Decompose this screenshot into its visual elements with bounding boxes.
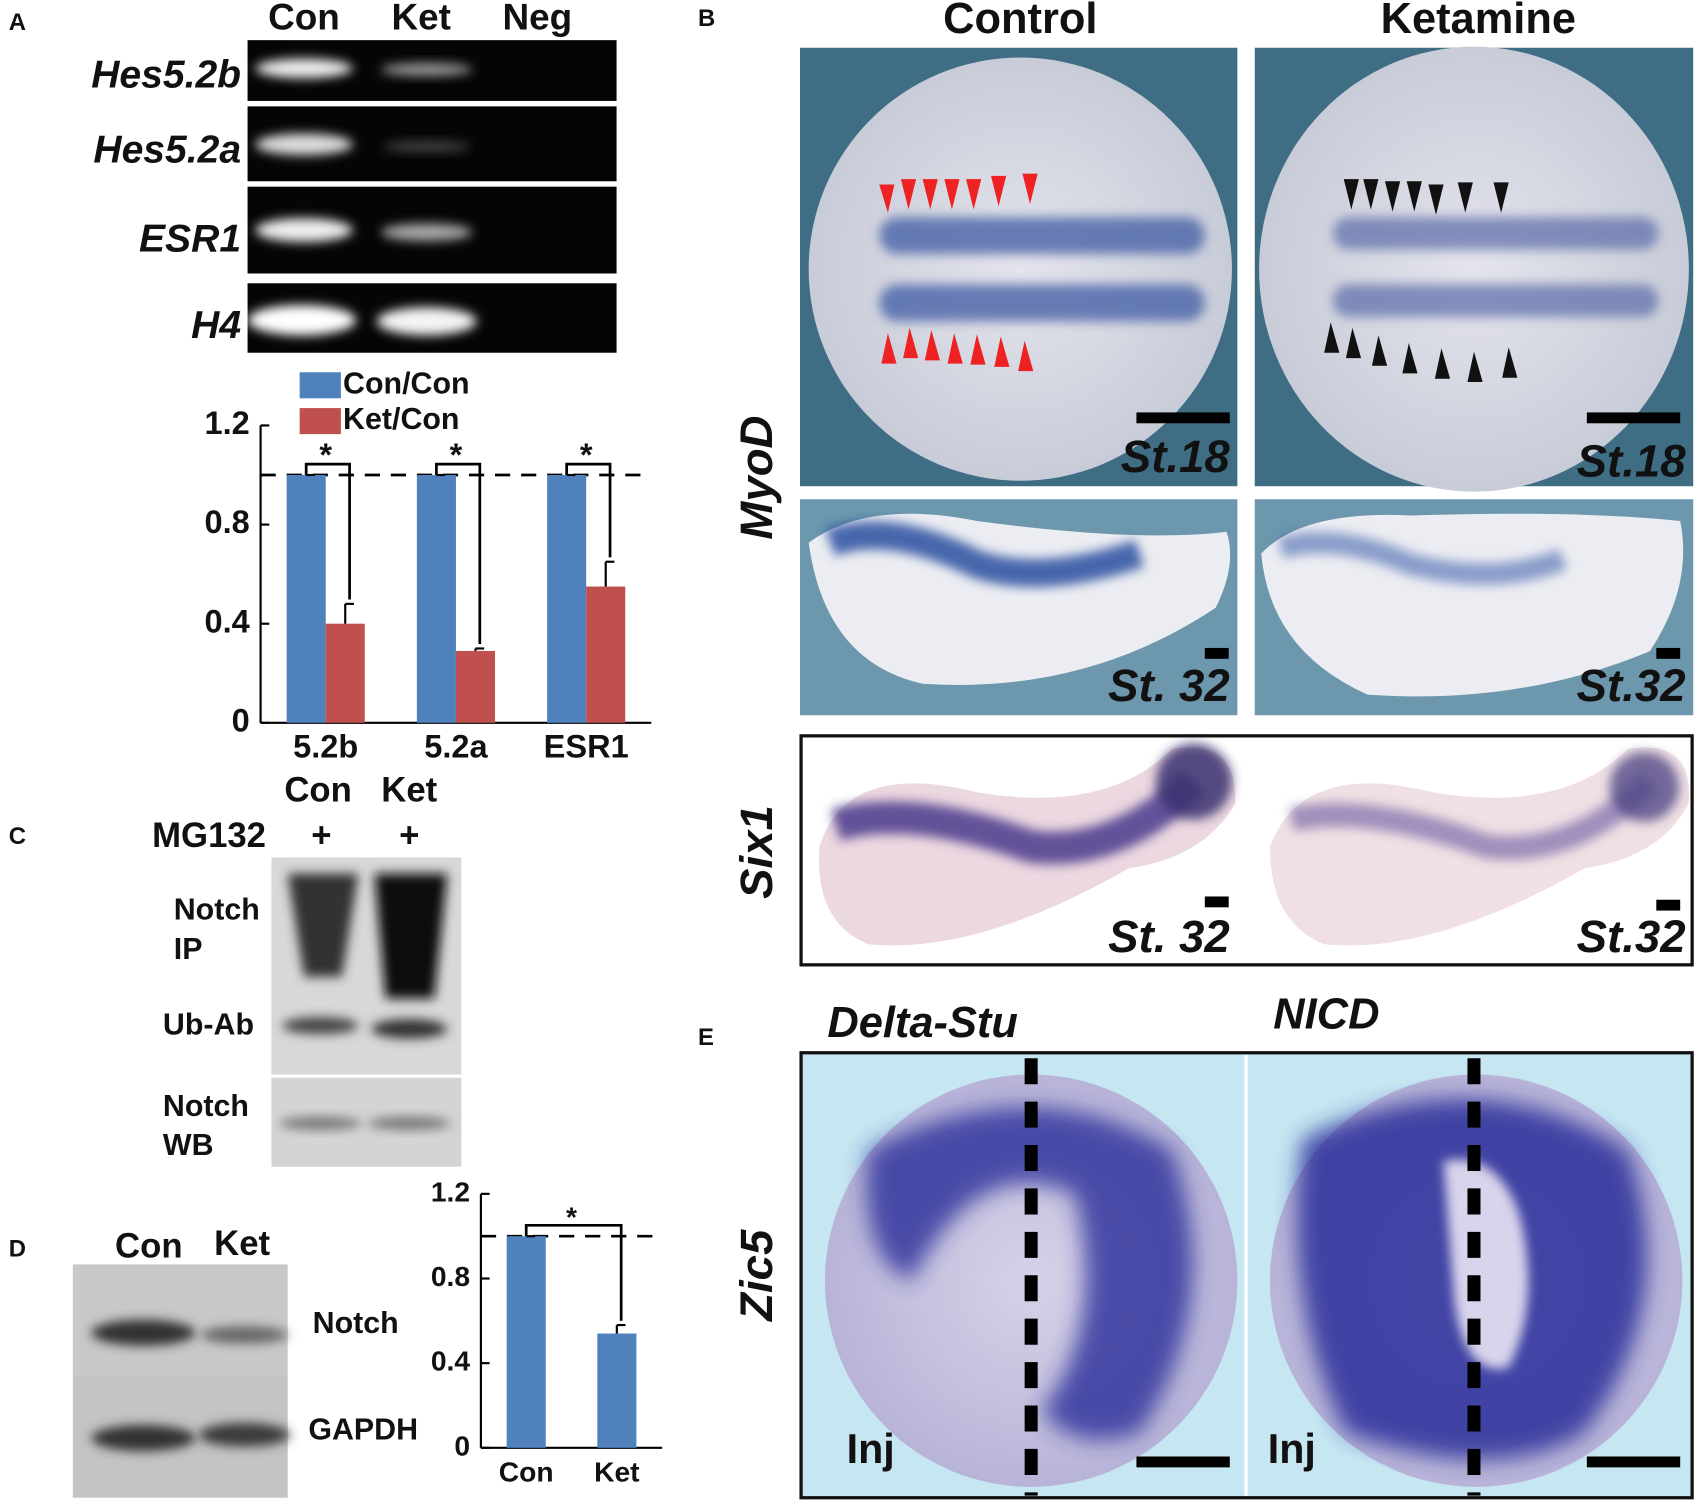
treatment-label: MG132 <box>152 817 266 855</box>
x-tick-label: Con <box>499 1455 554 1487</box>
marker-label: Zic5 <box>731 1229 782 1323</box>
significance-label: * <box>319 437 332 473</box>
blot-label: GAPDH <box>308 1413 418 1447</box>
gene-label: Hes5.2b <box>91 53 241 96</box>
embryo-image <box>799 46 1694 967</box>
x-tick-label: 5.2a <box>424 728 488 764</box>
treatment-mark: + <box>311 817 331 855</box>
significance-label: * <box>580 437 593 473</box>
stage-label: St.32 <box>1577 911 1686 962</box>
blot-label: Notch <box>313 1306 399 1340</box>
y-tick-label: 0 <box>454 1429 470 1461</box>
bar <box>286 475 326 723</box>
significance-label: * <box>566 1200 577 1232</box>
x-tick-label: Ket <box>594 1455 640 1487</box>
legend-swatch <box>299 372 341 399</box>
bar <box>547 475 587 723</box>
x-tick-label: ESR1 <box>544 728 629 764</box>
bar <box>586 586 626 723</box>
column-header: Control <box>943 0 1097 43</box>
legend-label: Con/Con <box>343 366 470 400</box>
gene-label: H4 <box>191 304 241 347</box>
marker-label: MyoD <box>731 416 782 540</box>
y-tick-label: 1.2 <box>431 1175 470 1207</box>
blot-label: Notch <box>163 1089 249 1123</box>
significance-bracket <box>304 462 351 600</box>
western-blot <box>271 857 462 1167</box>
significance-bracket <box>565 462 612 558</box>
stage-label: St.18 <box>1577 436 1687 487</box>
lane-label: Con <box>115 1227 183 1265</box>
legend-swatch <box>299 408 341 435</box>
bar <box>416 475 456 723</box>
gel <box>247 40 617 353</box>
panel-label: A <box>9 9 26 36</box>
blot-label: Notch <box>174 893 260 927</box>
lane-label: Con <box>284 771 352 809</box>
lane-label: Ket <box>214 1225 270 1263</box>
gene-label: ESR1 <box>139 217 241 260</box>
lane-label: Ket <box>391 0 450 37</box>
significance-bracket <box>435 462 482 645</box>
significance-bracket <box>524 1223 623 1321</box>
lane-label: Con <box>268 0 340 37</box>
column-header: NICD <box>1273 990 1379 1038</box>
bar <box>597 1333 637 1448</box>
x-tick-label: 5.2b <box>293 728 358 764</box>
legend-label: Ket/Con <box>343 402 459 436</box>
y-tick-label: 0.4 <box>204 603 249 639</box>
y-tick-label: 0.8 <box>431 1260 470 1292</box>
panel-label: D <box>9 1236 26 1263</box>
stage-label: St. 32 <box>1108 660 1230 711</box>
bar <box>455 650 496 723</box>
injection-label: Inj <box>1268 1426 1316 1472</box>
stage-label: St.18 <box>1121 431 1231 482</box>
panel-label: E <box>698 1024 714 1051</box>
gene-label: Hes5.2a <box>93 128 241 171</box>
lane-label: Ket <box>381 771 437 809</box>
western-blot <box>72 1264 290 1498</box>
bar <box>325 623 365 723</box>
column-header: Delta-Stu <box>827 999 1018 1047</box>
y-tick-label: 0 <box>232 702 250 738</box>
treatment-mark: + <box>399 817 419 855</box>
blot-label: WB <box>163 1128 214 1162</box>
column-header: Ketamine <box>1381 0 1576 43</box>
embryo-image <box>799 1051 1694 1500</box>
y-tick-label: 0.4 <box>431 1345 471 1377</box>
lane-label: Neg <box>502 0 572 37</box>
blot-label: IP <box>174 932 203 966</box>
bar <box>506 1236 546 1448</box>
injection-label: Inj <box>847 1426 895 1472</box>
significance-label: * <box>450 437 463 473</box>
stage-label: St.32 <box>1577 660 1686 711</box>
marker-label: Six1 <box>731 805 782 899</box>
panel-label: B <box>698 5 715 32</box>
blot-label: Ub-Ab <box>163 1008 254 1042</box>
panel-label: C <box>9 823 26 850</box>
y-tick-label: 0.8 <box>204 504 249 540</box>
y-tick-label: 1.2 <box>204 405 249 441</box>
stage-label: St. 32 <box>1108 911 1230 962</box>
